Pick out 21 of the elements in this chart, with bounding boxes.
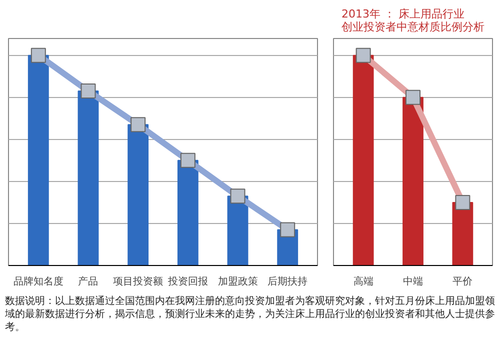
point [230,188,246,204]
point [180,152,196,168]
bar [28,54,49,266]
chart-title: 2013年 ： 床上用品行业创业投资者中意材质比例分析 [342,8,484,34]
x-tick-label: 中端 [403,276,423,288]
bar [128,124,149,266]
text: 数据说明：以上数据通过全国范围内在我网注册的意向投资加盟者为客观研究对象，针对五月份床上用品加盟领域的最新数据进行分析，揭示信息，预测行业未来的走势，为关注床上用品行业的创业投资者和其他人士提供参考。 [5,295,495,334]
x-tick-label: 高端 [353,276,374,288]
x-tick-label: 项目投资额 [113,276,164,288]
bar [78,90,99,266]
point [130,117,146,132]
x-tick-label: 投资回报 [166,276,208,288]
x-tick-label: 产品 [78,276,98,288]
x-tick-label: 后期扶持 [268,276,308,288]
bar [177,160,198,266]
point [30,48,46,63]
x-tick-label: 加盟政策 [218,276,258,288]
x-tick-label: 平价 [452,276,473,288]
x-tick-label: 品牌知名度 [13,276,64,288]
point [80,84,96,99]
point [280,222,296,238]
